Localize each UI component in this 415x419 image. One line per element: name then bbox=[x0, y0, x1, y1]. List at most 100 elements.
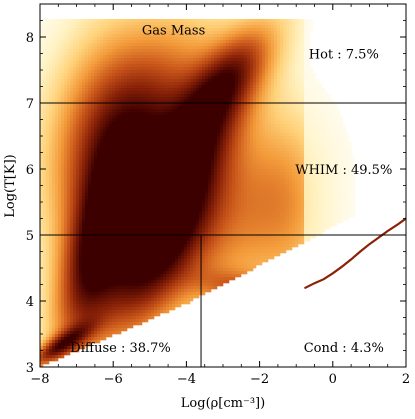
heat-cell bbox=[274, 124, 278, 128]
heat-cell bbox=[112, 124, 116, 128]
heat-cell bbox=[259, 121, 263, 125]
heat-cell bbox=[142, 148, 146, 152]
heat-cell bbox=[67, 85, 71, 89]
heat-cell bbox=[202, 28, 206, 32]
heat-cell bbox=[262, 79, 266, 83]
heat-cell bbox=[283, 25, 287, 29]
heat-cell bbox=[316, 82, 320, 86]
heat-cell bbox=[316, 88, 320, 92]
heat-cell bbox=[136, 142, 140, 146]
heat-cell bbox=[184, 127, 188, 131]
heat-cell bbox=[55, 103, 59, 107]
heat-cell bbox=[280, 19, 284, 23]
heat-cell bbox=[97, 169, 101, 173]
heat-cell bbox=[49, 130, 53, 134]
heat-cell bbox=[220, 67, 224, 71]
heat-cell bbox=[136, 127, 140, 131]
heat-cell bbox=[220, 43, 224, 47]
heat-cell bbox=[328, 166, 332, 170]
heat-cell bbox=[64, 34, 68, 38]
heat-cell bbox=[46, 124, 50, 128]
heat-cell bbox=[289, 121, 293, 125]
heat-cell bbox=[130, 130, 134, 134]
heat-cell bbox=[301, 85, 305, 89]
heat-cell bbox=[40, 43, 44, 47]
heat-cell bbox=[325, 136, 329, 140]
heat-cell bbox=[316, 94, 320, 98]
heat-cell bbox=[316, 115, 320, 119]
heat-cell bbox=[289, 76, 293, 80]
heat-cell bbox=[79, 115, 83, 119]
heat-cell bbox=[226, 97, 230, 101]
heat-cell bbox=[100, 22, 104, 26]
heat-cell bbox=[160, 139, 164, 143]
heat-cell bbox=[109, 112, 113, 116]
heat-cell bbox=[307, 115, 311, 119]
heat-cell bbox=[88, 109, 92, 113]
heat-cell bbox=[103, 115, 107, 119]
heat-cell bbox=[85, 97, 89, 101]
heat-cell bbox=[286, 67, 290, 71]
heat-cell bbox=[97, 28, 101, 32]
heat-cell bbox=[289, 82, 293, 86]
heat-cell bbox=[106, 166, 110, 170]
heat-cell bbox=[229, 106, 233, 110]
heat-cell bbox=[283, 148, 287, 152]
heat-cell bbox=[286, 148, 290, 152]
heat-cell bbox=[199, 127, 203, 131]
heat-cell bbox=[265, 19, 269, 23]
heat-cell bbox=[157, 37, 161, 41]
heat-cell bbox=[76, 109, 80, 113]
heat-cell bbox=[304, 112, 308, 116]
heat-cell bbox=[235, 34, 239, 38]
heat-cell bbox=[91, 94, 95, 98]
heat-cell bbox=[250, 55, 254, 59]
heat-cell bbox=[109, 145, 113, 149]
heat-cell bbox=[106, 94, 110, 98]
heat-cell bbox=[175, 97, 179, 101]
heat-cell bbox=[184, 46, 188, 50]
heat-cell bbox=[46, 154, 50, 158]
heat-cell bbox=[124, 67, 128, 71]
heat-cell bbox=[136, 124, 140, 128]
heat-cell bbox=[130, 52, 134, 56]
heat-cell bbox=[319, 154, 323, 158]
heat-cell bbox=[196, 49, 200, 53]
heat-cell bbox=[64, 94, 68, 98]
heat-cell bbox=[253, 139, 257, 143]
heat-cell bbox=[286, 70, 290, 74]
heat-cell bbox=[76, 103, 80, 107]
heat-cell bbox=[292, 37, 296, 41]
heat-cell bbox=[259, 157, 263, 161]
heat-cell bbox=[220, 76, 224, 80]
heat-cell bbox=[208, 82, 212, 86]
heat-cell bbox=[151, 43, 155, 47]
heat-cell bbox=[235, 67, 239, 71]
heat-cell bbox=[142, 112, 146, 116]
heat-cell bbox=[85, 130, 89, 134]
heat-cell bbox=[301, 130, 305, 134]
heat-cell bbox=[190, 58, 194, 62]
heat-cell bbox=[301, 52, 305, 56]
heat-cell bbox=[199, 172, 203, 176]
heat-cell bbox=[295, 49, 299, 53]
heat-cell bbox=[136, 34, 140, 38]
heat-cell bbox=[175, 70, 179, 74]
heat-cell bbox=[253, 25, 257, 29]
heat-cell bbox=[208, 106, 212, 110]
heat-cell bbox=[238, 49, 242, 53]
heat-cell bbox=[301, 169, 305, 173]
heat-cell bbox=[97, 82, 101, 86]
heat-cell bbox=[79, 112, 83, 116]
heat-cell bbox=[100, 124, 104, 128]
heat-cell bbox=[277, 124, 281, 128]
heat-cell bbox=[286, 58, 290, 62]
heat-cell bbox=[106, 28, 110, 32]
heat-cell bbox=[94, 79, 98, 83]
heat-cell bbox=[217, 127, 221, 131]
heat-cell bbox=[202, 52, 206, 56]
heat-cell bbox=[43, 109, 47, 113]
heat-cell bbox=[238, 127, 242, 131]
heat-cell bbox=[43, 73, 47, 77]
heat-cell bbox=[127, 160, 131, 164]
